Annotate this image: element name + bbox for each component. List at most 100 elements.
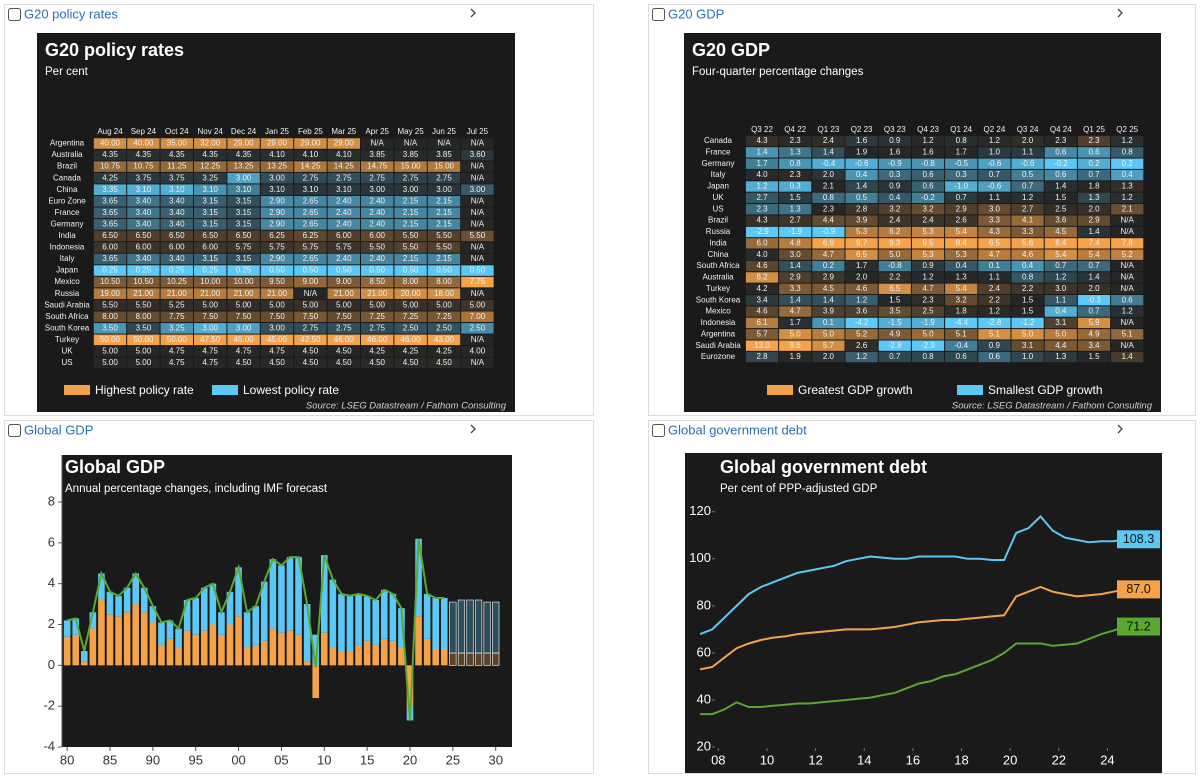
cell-value: -0.6 — [855, 159, 869, 168]
bar-segment — [432, 649, 440, 666]
cell-value: 5.0 — [1055, 329, 1067, 338]
panel-header-link[interactable]: G20 GDP — [668, 6, 724, 21]
heat-cell — [845, 329, 878, 340]
chevron[interactable] — [470, 424, 476, 434]
bar-segment — [235, 567, 242, 617]
heat-cell — [911, 135, 945, 147]
cell-value: 2.50 — [403, 323, 419, 332]
cell-value: 2.3 — [1055, 136, 1067, 145]
cell-value: 4.50 — [336, 347, 352, 356]
column-header: Q4 24 — [1050, 125, 1072, 134]
panel-header-link[interactable]: Global government debt — [668, 422, 807, 437]
cell-value: 1.5 — [1088, 352, 1100, 361]
heat-cell — [1044, 294, 1077, 306]
heat-cell — [1111, 238, 1144, 249]
legend-swatch — [64, 385, 90, 395]
forecast-bar-segment — [449, 601, 457, 654]
panel-header-link[interactable]: Global GDP — [24, 422, 93, 437]
heat-cell — [93, 265, 127, 276]
cell-value: 43.00 — [434, 335, 455, 344]
bar-segment — [115, 616, 122, 666]
cell-value: 2.3 — [922, 295, 934, 304]
bar-segment — [123, 587, 131, 613]
heat-cell — [194, 265, 227, 276]
heat-cell — [1077, 272, 1111, 283]
row-label: Australia — [51, 150, 83, 159]
forecast-bar-segment — [457, 652, 466, 666]
cell-value: 4.7 — [922, 284, 934, 293]
heat-cell — [327, 161, 360, 172]
cell-value: 9.6 — [790, 341, 802, 350]
bar-segment — [226, 624, 234, 666]
cell-value: 21.00 — [200, 289, 221, 298]
checkbox[interactable] — [8, 424, 21, 437]
chevron[interactable] — [470, 8, 476, 18]
cell-value: 2.65 — [303, 208, 319, 217]
cell-value: 1.1 — [989, 273, 1001, 282]
cell-value: 6.5 — [989, 238, 1001, 247]
heat-cell — [327, 149, 360, 161]
checkbox[interactable] — [652, 8, 665, 21]
row-label: China — [57, 185, 78, 194]
x-tick-label: 85 — [103, 752, 117, 767]
heat-cell — [294, 288, 327, 299]
chevron[interactable] — [1117, 8, 1123, 18]
cell-value: 0.7 — [1055, 261, 1067, 270]
forecast-bar-segment — [474, 599, 483, 654]
cell-value: 1.2 — [922, 136, 934, 145]
cell-value: 4.8 — [790, 238, 802, 247]
cell-value: 10.75 — [133, 162, 154, 171]
panel-header-link[interactable]: G20 policy rates — [24, 6, 118, 21]
bar-segment — [192, 597, 200, 635]
heat-cell — [227, 299, 260, 311]
heat-cell — [978, 317, 1011, 329]
cell-value: 1.3 — [1055, 352, 1067, 361]
heat-cell — [1111, 147, 1144, 158]
cell-value: 4.0 — [756, 170, 768, 179]
heat-cell — [93, 334, 127, 346]
cell-value: 7.50 — [269, 312, 285, 321]
cell-value: 0.9 — [922, 261, 934, 270]
cell-value: 5.00 — [136, 347, 152, 356]
heat-cell — [1111, 226, 1144, 238]
cell-value: 4.5 — [823, 284, 835, 293]
heat-cell — [911, 238, 945, 249]
chevron[interactable] — [1117, 424, 1123, 434]
cell-value: 11.25 — [167, 162, 187, 171]
heat-cell — [127, 219, 160, 230]
cell-value: 21.00 — [334, 289, 355, 298]
cell-value: 2.7 — [756, 193, 768, 202]
cell-value: -0.9 — [822, 227, 836, 236]
heat-cell — [1011, 204, 1044, 215]
row-label: Mexico — [705, 307, 731, 316]
cell-value: 2.65 — [303, 196, 319, 205]
cell-value: 10.50 — [133, 277, 154, 286]
cell-value: 3.00 — [236, 173, 252, 182]
cell-value: N/A — [471, 335, 485, 344]
cell-value: 0.8 — [956, 136, 968, 145]
chart-subtitle: Annual percentage changes, including IMF… — [65, 483, 328, 495]
cell-value: 4.3 — [989, 227, 1001, 236]
bar-segment — [140, 612, 148, 666]
heat-cell — [127, 195, 160, 207]
heat-cell — [878, 169, 911, 181]
cell-value: 3.60 — [470, 150, 486, 159]
cell-value: N/A — [437, 139, 451, 148]
checkbox[interactable] — [652, 424, 665, 437]
checkbox[interactable] — [8, 8, 21, 21]
bar-segment — [72, 618, 80, 635]
cell-value: 3.2 — [922, 204, 934, 213]
cell-value: 3.65 — [102, 196, 118, 205]
heat-cell — [461, 311, 494, 323]
heat-cell — [745, 283, 779, 294]
cell-value: 3.3 — [1022, 227, 1034, 236]
heat-cell — [127, 276, 160, 288]
heat-cell — [1111, 272, 1144, 283]
cell-value: 4.9 — [1088, 329, 1100, 338]
heat-cell — [461, 276, 494, 288]
heat-cell — [327, 288, 360, 299]
forecast-bar-segment — [449, 652, 457, 666]
cell-value: 0.7 — [1022, 182, 1034, 191]
cell-value: -1.9 — [788, 227, 802, 236]
cell-value: 5.50 — [470, 231, 486, 240]
